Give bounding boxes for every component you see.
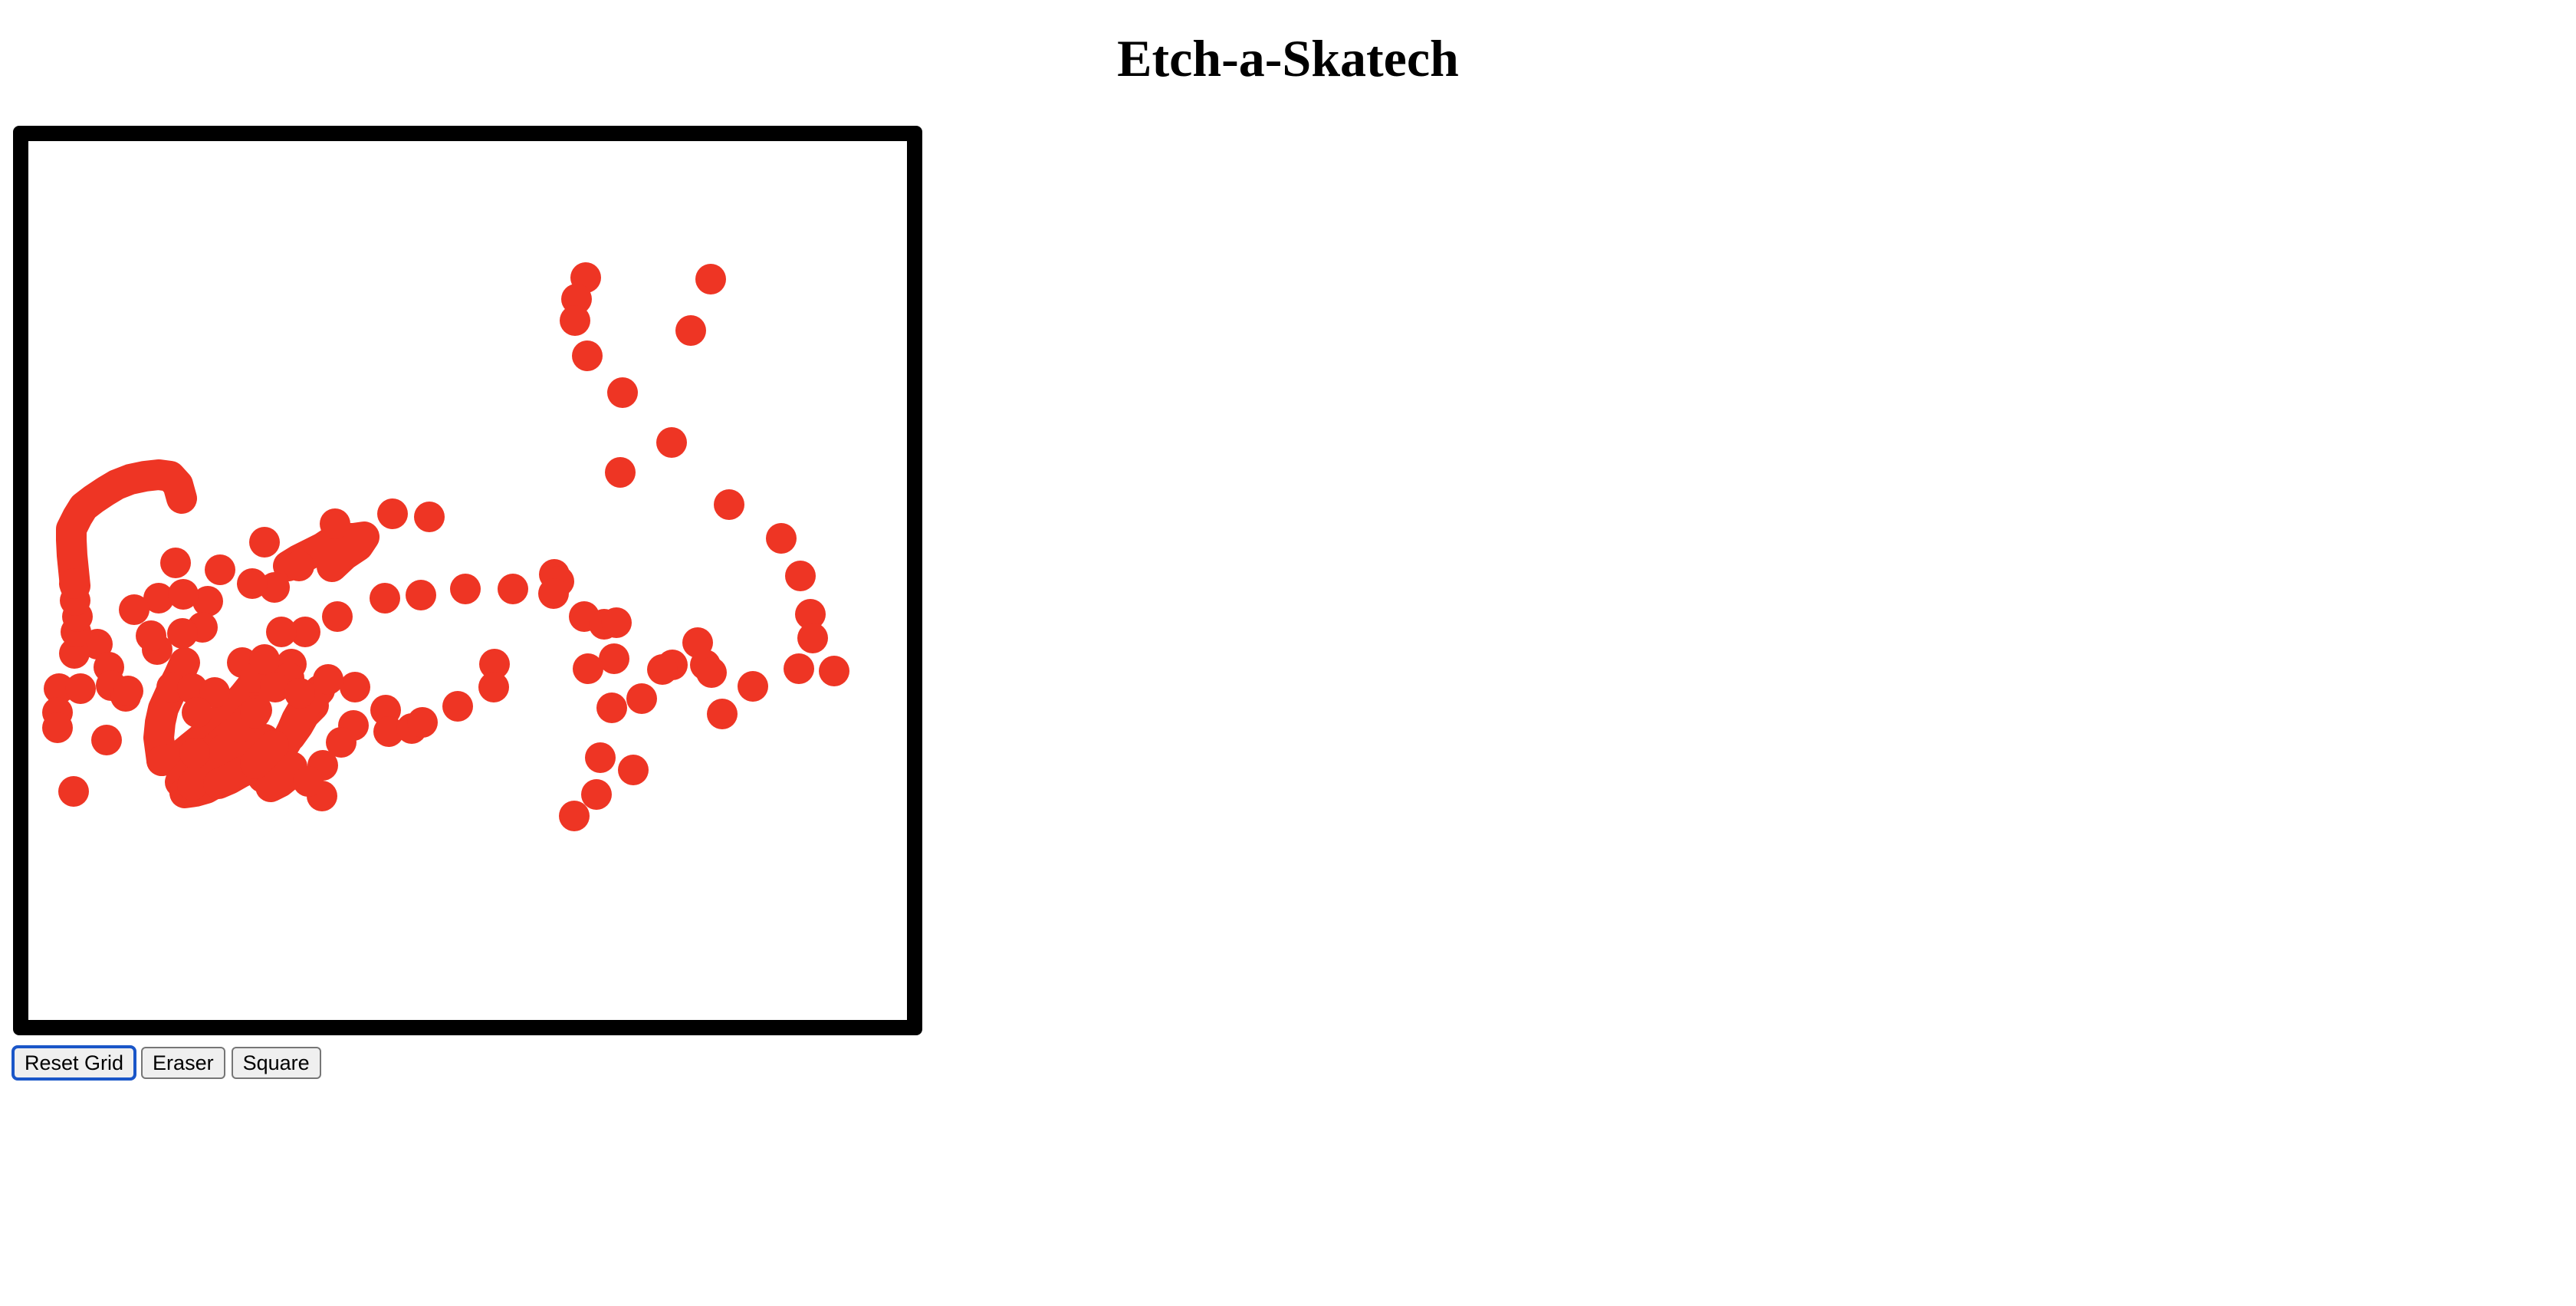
ink-dot — [260, 672, 291, 702]
ink-dot — [313, 664, 343, 695]
ink-dot — [626, 683, 657, 714]
ink-dot — [707, 699, 738, 729]
ink-dot — [695, 264, 726, 294]
ink-stroke — [146, 672, 266, 776]
ink-dot — [205, 554, 235, 585]
ink-dot — [714, 489, 744, 520]
ink-dot — [377, 498, 408, 529]
ink-dot — [442, 691, 473, 722]
ink-dot — [240, 698, 271, 729]
ink-dot — [766, 523, 797, 554]
ink-dot — [498, 574, 528, 604]
reset-grid-button[interactable]: Reset Grid — [11, 1045, 137, 1081]
ink-dot — [113, 676, 143, 706]
ink-dot — [320, 508, 350, 539]
ink-dot — [326, 727, 356, 758]
ink-dot — [560, 305, 590, 336]
ink-dot — [797, 623, 828, 653]
ink-dot — [322, 601, 353, 632]
ink-dot — [599, 643, 629, 674]
ink-dot — [59, 568, 90, 599]
ink-dot — [182, 697, 212, 728]
ink-dot — [573, 653, 603, 684]
controls-bar: Reset Grid Eraser Square — [11, 1045, 321, 1081]
ink-dot — [478, 672, 509, 702]
ink-stroke — [177, 735, 238, 801]
ink-dot — [581, 779, 612, 810]
square-button[interactable]: Square — [231, 1047, 321, 1079]
ink-dot — [559, 801, 590, 831]
eraser-button[interactable]: Eraser — [141, 1047, 225, 1079]
ink-dot — [42, 712, 73, 743]
ink-dot — [450, 574, 481, 604]
sketch-board[interactable] — [13, 126, 922, 1035]
ink-dot — [44, 673, 74, 704]
ink-dot — [179, 738, 210, 768]
ink-dot — [479, 649, 510, 679]
ink-dot — [119, 594, 150, 625]
ink-dot — [738, 671, 768, 702]
ink-dot — [168, 579, 199, 610]
ink-dot — [538, 578, 569, 609]
ink-stroke — [56, 459, 197, 601]
ink-dot — [585, 742, 616, 773]
ink-dot — [618, 755, 649, 785]
ink-dot — [647, 654, 678, 685]
ink-dot — [596, 692, 627, 723]
ink-dot — [819, 656, 849, 686]
ink-dot — [370, 583, 400, 614]
ink-dot — [136, 620, 166, 651]
page-title: Etch-a-Skatech — [1117, 29, 1459, 87]
ink-dot — [266, 617, 297, 647]
ink-dot — [407, 707, 438, 738]
ink-stroke — [240, 730, 289, 779]
ink-dot — [406, 580, 436, 610]
ink-dot — [414, 502, 445, 532]
ink-dot — [601, 607, 632, 638]
ink-dot — [143, 583, 174, 614]
ink-dot — [249, 527, 280, 558]
ink-dot — [91, 725, 122, 755]
ink-dot — [340, 672, 370, 702]
ink-dot — [290, 617, 320, 647]
ink-dot — [65, 673, 96, 704]
ink-dot — [160, 548, 191, 578]
ink-dot — [199, 677, 230, 708]
ink-layer — [42, 262, 849, 831]
ink-dot — [605, 457, 636, 488]
ink-dot — [249, 644, 280, 675]
ink-dot — [284, 678, 315, 709]
ink-dot — [373, 716, 404, 747]
ink-stroke — [255, 752, 307, 802]
ink-dot — [167, 618, 198, 649]
ink-dot — [58, 776, 89, 807]
ink-dot — [192, 586, 223, 617]
ink-dot — [696, 657, 727, 688]
ink-dot — [656, 427, 687, 458]
ink-dot — [237, 568, 268, 599]
ink-dot — [795, 599, 826, 630]
ink-dot — [607, 377, 638, 408]
ink-dot — [284, 551, 314, 581]
ink-dot — [293, 766, 324, 797]
ink-dot — [675, 315, 706, 346]
ink-dot — [784, 653, 814, 684]
ink-dot — [572, 340, 603, 371]
ink-dot — [785, 561, 816, 591]
